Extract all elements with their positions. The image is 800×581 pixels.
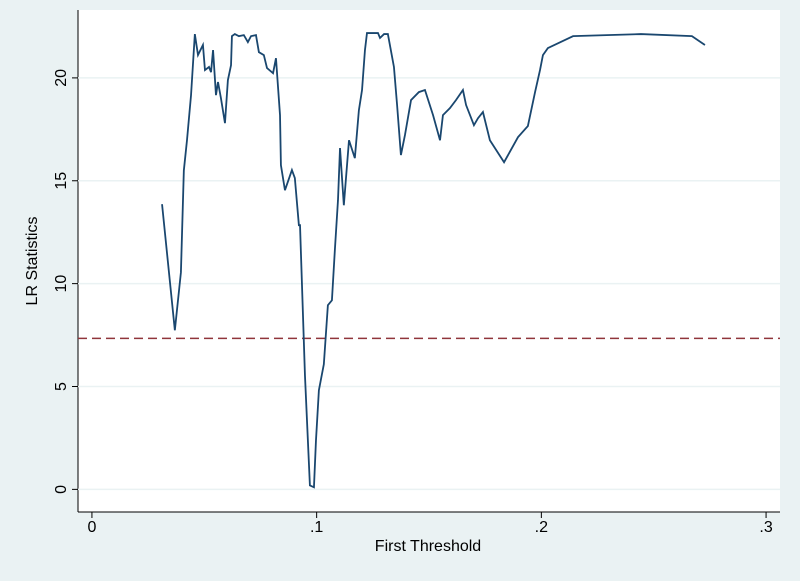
x-tick-label: 0 — [87, 519, 96, 536]
plot-area — [78, 10, 780, 512]
y-tick-label: 10 — [53, 275, 70, 293]
y-tick-label: 0 — [53, 485, 70, 494]
y-axis-title: LR Statistics — [24, 217, 41, 306]
x-tick-label: .3 — [759, 519, 772, 536]
y-tick-label: 15 — [53, 172, 70, 190]
y-tick-label: 5 — [53, 382, 70, 391]
x-axis-title: First Threshold — [375, 538, 481, 555]
x-tick-label: .2 — [535, 519, 548, 536]
y-tick-label: 20 — [53, 69, 70, 87]
data-line — [161, 32, 706, 489]
x-tick-label: .1 — [310, 519, 323, 536]
